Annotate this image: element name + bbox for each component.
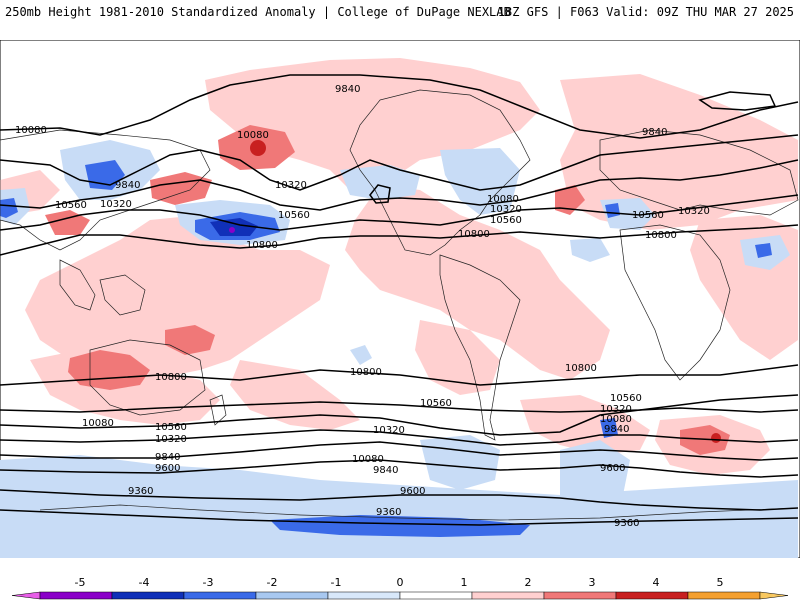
anomaly-map: 9840 10080 10080 9840 10560 10320 10320 … [0, 40, 800, 558]
contour-label: 10800 [246, 240, 278, 251]
contour-label-group: 9840 10080 10080 9840 10560 10320 10320 … [15, 84, 710, 529]
colorbar-tick-label: -5 [75, 576, 86, 589]
colorbar-canvas: -5 -4 -3 -2 -1 0 1 2 3 4 5 [11, 576, 789, 600]
contour-label: 10080 [15, 125, 47, 136]
contour-label: 10320 [678, 206, 710, 217]
extreme-negative-anomaly-shading [210, 218, 258, 236]
contour-label: 10560 [490, 215, 522, 226]
contour-label: 10320 [100, 199, 132, 210]
colorbar-min-arrow [11, 591, 41, 600]
contour-label: 10800 [645, 230, 677, 241]
colorbar-segment [471, 591, 545, 600]
contour-label: 10800 [458, 229, 490, 240]
colorbar-tick-label: 1 [461, 576, 468, 589]
contour-label: 10080 [237, 130, 269, 141]
anomaly-colorbar: -5 -4 -3 -2 -1 0 1 2 3 4 5 [0, 572, 800, 600]
contour-label: 10320 [490, 204, 522, 215]
contour-label: 10560 [278, 210, 310, 221]
colorbar-tick-label: -3 [203, 576, 214, 589]
contour-label: 9360 [614, 518, 639, 529]
colorbar-tick-label: -2 [267, 576, 278, 589]
colorbar-tick-label: 4 [653, 576, 660, 589]
map-header: 250mb Height 1981-2010 Standardized Anom… [0, 0, 800, 24]
contour-label: 9840 [604, 424, 629, 435]
colorbar-segment [327, 591, 401, 600]
colorbar-tick-label: 2 [525, 576, 532, 589]
contour-label: 10560 [610, 393, 642, 404]
map-canvas: 9840 10080 10080 9840 10560 10320 10320 … [0, 40, 800, 558]
colorbar-tick-label: 5 [717, 576, 724, 589]
contour-label: 9600 [600, 463, 625, 474]
contour-label: 9840 [155, 452, 180, 463]
colorbar-segment [399, 591, 473, 600]
height-contours [0, 74, 799, 526]
contour-label: 9840 [642, 127, 667, 138]
colorbar-segment [111, 591, 185, 600]
colorbar-segment [183, 591, 257, 600]
contour-label: 10560 [632, 210, 664, 221]
contour-label: 9840 [335, 84, 360, 95]
contour-label: 10560 [420, 398, 452, 409]
contour-label: 9840 [115, 180, 140, 191]
minimum-anomaly-core [229, 227, 235, 233]
colorbar-tick-label: 3 [589, 576, 596, 589]
colorbar-tick-label: -1 [331, 576, 342, 589]
contour-label: 9600 [400, 486, 425, 497]
contour-label: 9360 [376, 507, 401, 518]
colorbar-segment [687, 591, 761, 600]
continent-outlines [0, 89, 799, 521]
contour-label: 10320 [275, 180, 307, 191]
contour-label: 10560 [55, 200, 87, 211]
colorbar-segment [615, 591, 689, 600]
contour-label: 9360 [128, 486, 153, 497]
colorbar-segment [255, 591, 329, 600]
contour-label: 10560 [155, 422, 187, 433]
run-valid-time: 18Z GFS | F063 Valid: 09Z THU MAR 27 202… [497, 5, 794, 19]
contour-label: 10320 [155, 434, 187, 445]
contour-label: 10320 [600, 404, 632, 415]
colorbar-segments [11, 591, 789, 600]
contour-label: 10320 [373, 425, 405, 436]
contour-label: 10800 [350, 367, 382, 378]
colorbar-tick-label: -4 [139, 576, 150, 589]
contour-label: 10800 [565, 363, 597, 374]
colorbar-tick-label: 0 [397, 576, 404, 589]
colorbar-segment [39, 591, 113, 600]
contour-label: 10800 [155, 372, 187, 383]
map-title: 250mb Height 1981-2010 Standardized Anom… [5, 5, 511, 19]
contour-label: 10080 [352, 454, 384, 465]
colorbar-max-arrow [759, 591, 789, 600]
contour-label: 10080 [82, 418, 114, 429]
contour-label: 10080 [600, 414, 632, 425]
contour-label: 9600 [155, 463, 180, 474]
colorbar-ticks: -5 -4 -3 -2 -1 0 1 2 3 4 5 [75, 576, 724, 589]
colorbar-segment [543, 591, 617, 600]
contour-label: 10080 [487, 194, 519, 205]
contour-label: 9840 [373, 465, 398, 476]
